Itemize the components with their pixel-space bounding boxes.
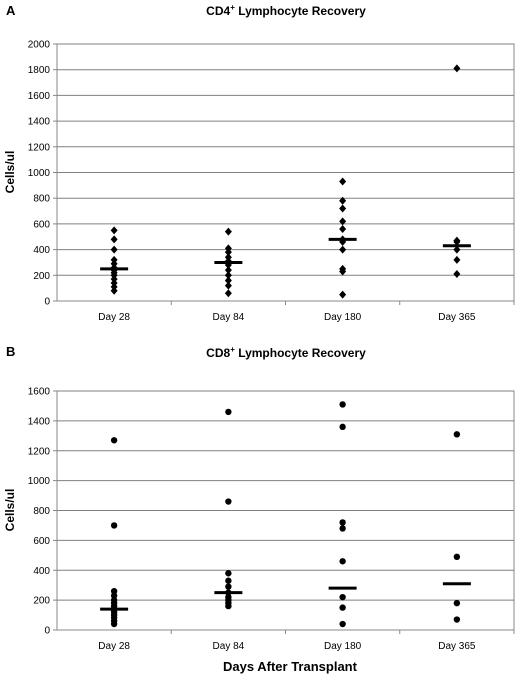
plot-area-a: 0 200 400 600 800 1000 1200 1400 1600 1800 2000 Day… [28,40,515,323]
x-tick-label: Day 84 [213,312,245,323]
x-tick-label: Day 28 [98,641,130,652]
data-point [339,290,347,299]
data-point [453,237,461,246]
y-axis-label-a: Cells/ul [3,151,17,194]
data-point [224,281,232,290]
data-point [110,235,118,244]
y-tick-label: 200 [33,271,50,282]
x-tick-label: Day 180 [324,312,362,323]
x-tick-label: Day 84 [213,641,245,652]
data-point [224,227,232,236]
y-tick-label: 800 [33,506,50,517]
y-tick-label: 2000 [28,40,51,51]
data-point [453,553,461,561]
x-tick-label: Day 28 [98,312,130,323]
data-point [453,616,461,623]
y-tick-label: 1400 [28,117,51,128]
data-point [110,592,118,599]
plot-area-b: 0 200 400 600 800 1000 1200 1400 1600 Day 28 Day 8… [28,387,515,652]
data-point [224,248,232,257]
data-point [453,255,461,264]
y-tick-label: 1400 [28,416,51,427]
y-tick-label: 1600 [28,91,51,102]
y-tick-label: 200 [33,596,50,607]
data-point [339,593,346,601]
y-tick-label: 0 [44,626,50,637]
panel-letter-b: B [6,344,15,359]
y-tick-label: 400 [33,245,50,256]
y-tick-label: 1200 [28,446,51,457]
data-point [224,276,232,285]
data-point [110,620,118,628]
y-tick-label: 0 [44,297,50,308]
data-point [339,196,347,205]
data-point [110,587,118,595]
panel-letter-a: A [6,3,16,18]
data-point [339,519,346,526]
data-point [339,620,346,628]
data-point [339,217,347,226]
data-point [110,522,118,529]
y-tick-label: 600 [33,219,50,230]
data-point [225,570,232,577]
data-point [453,245,461,254]
data-point [224,271,232,280]
chart-title-a: CD4+ Lymphocyte Recovery [206,3,366,18]
data-point [453,64,461,73]
y-axis-label-b: Cells/ul [3,489,17,532]
data-point [224,289,232,298]
data-point [225,602,232,610]
y-tick-label: 1800 [28,65,51,76]
y-tick-label: 600 [33,536,50,547]
data-point [453,599,461,607]
data-point [339,604,346,611]
data-point [110,286,118,295]
data-point [339,267,347,276]
data-point [339,558,346,565]
data-point [339,423,346,431]
data-point [225,498,232,505]
data-point [339,225,347,234]
x-tick-label: Day 365 [438,641,476,652]
y-tick-label: 1600 [28,387,51,398]
data-point [110,226,118,235]
y-tick-label: 1200 [28,142,51,153]
data-point [339,401,346,408]
data-point [339,525,346,532]
chart-title-b: CD8+ Lymphocyte Recovery [206,345,366,360]
data-point [225,577,232,584]
data-point [453,431,461,438]
data-point [224,266,232,275]
y-tick-label: 1000 [28,168,51,179]
y-tick-label: 800 [33,194,50,205]
x-tick-label: Day 365 [438,312,476,323]
data-point [339,204,347,213]
data-point [110,245,118,254]
data-point [339,177,347,186]
data-point [110,437,118,444]
data-point [225,583,232,590]
data-point [339,245,347,254]
y-tick-label: 1000 [28,476,51,487]
x-tick-label: Day 180 [324,641,362,652]
data-point [225,408,232,416]
y-tick-label: 400 [33,566,50,577]
x-axis-title: Days After Transplant [223,659,358,674]
data-point [453,270,461,279]
